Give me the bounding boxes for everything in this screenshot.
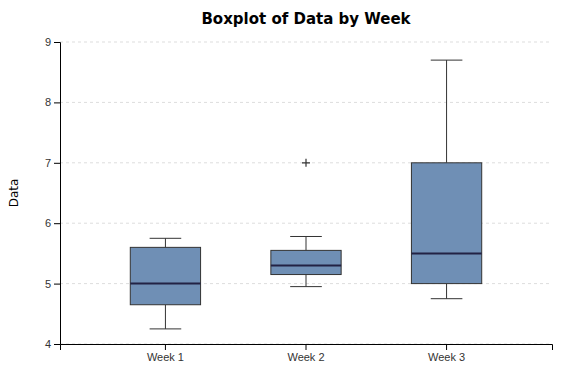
- tick: Week 2: [287, 344, 324, 363]
- tick-label: Week 3: [428, 351, 465, 363]
- chart: 4 5 6 7 8 9 Week 1 Week 2 Week 3 Boxplot of Data …: [0, 0, 576, 384]
- median: [411, 252, 481, 254]
- tick-mark: [446, 344, 447, 350]
- tick: 7: [45, 157, 60, 169]
- tick-label: Week 2: [287, 351, 324, 363]
- chart-container: 4 5 6 7 8 9 Week 1 Week 2 Week 3 Boxplot of Data …: [0, 0, 576, 384]
- grid: [60, 42, 552, 344]
- tick: 9: [45, 36, 60, 48]
- whisker: [446, 284, 447, 299]
- y-axis: 4 5 6 7 8 9: [45, 36, 61, 350]
- whisker: [306, 236, 307, 250]
- cap: [431, 60, 463, 61]
- tick-mark: [54, 344, 60, 345]
- grid-line: [60, 42, 552, 43]
- tick-mark: [165, 344, 166, 350]
- axis-line: [61, 345, 553, 351]
- whisker: [165, 305, 166, 329]
- x-axis: Week 1 Week 2 Week 3: [61, 344, 553, 363]
- tick-label: 5: [45, 278, 51, 290]
- whisker: [306, 275, 307, 287]
- tick-label: 4: [45, 338, 51, 350]
- tick-mark: [54, 102, 60, 103]
- plot: 4 5 6 7 8 9 Week 1 Week 2 Week 3: [45, 36, 553, 363]
- cap: [150, 238, 182, 239]
- tick-label: 7: [45, 157, 51, 169]
- tick-mark: [54, 284, 60, 285]
- title: Boxplot of Data by Week: [201, 10, 411, 28]
- box: [271, 250, 341, 274]
- box: [411, 163, 481, 284]
- tick: 6: [45, 217, 60, 229]
- whisker: [446, 60, 447, 163]
- axis-line: [54, 43, 61, 345]
- tick-label: 8: [45, 96, 51, 108]
- tick-mark: [54, 223, 60, 224]
- tick-mark: [54, 163, 60, 164]
- cap: [431, 298, 463, 299]
- tick: Week 3: [428, 344, 465, 363]
- tick-mark: [306, 344, 307, 350]
- tick-label: Week 1: [147, 351, 184, 363]
- box-group: [130, 238, 200, 329]
- outlier: [302, 159, 310, 167]
- tick: Week 1: [147, 344, 184, 363]
- box: [130, 247, 200, 304]
- cap: [150, 328, 182, 329]
- grid-line: [60, 102, 552, 103]
- whisker: [165, 238, 166, 247]
- cap: [290, 286, 322, 287]
- tick: 4: [45, 338, 60, 350]
- tick: 5: [45, 278, 60, 290]
- tick-label: 6: [45, 217, 51, 229]
- marks: [130, 60, 481, 329]
- box-group: [271, 159, 341, 287]
- tick: 8: [45, 96, 60, 108]
- box-group: [411, 60, 481, 299]
- tick-mark: [54, 42, 60, 43]
- median: [130, 283, 200, 285]
- cap: [290, 236, 322, 237]
- tick-label: 9: [45, 36, 51, 48]
- median: [271, 264, 341, 266]
- y-axis-title: Data: [7, 179, 21, 208]
